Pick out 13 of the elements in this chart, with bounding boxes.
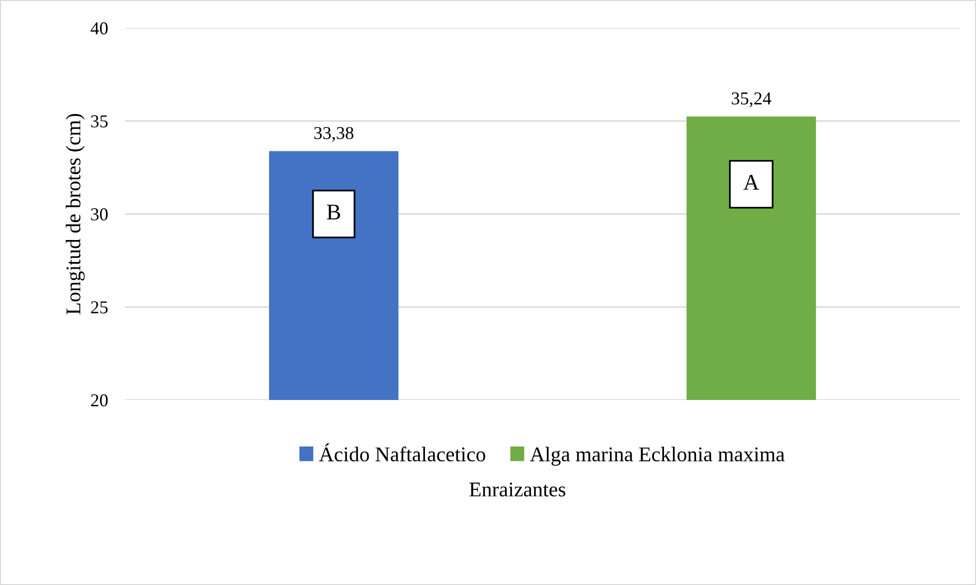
x-axis-title: Enraizantes — [469, 482, 566, 496]
y-tick-label: 30 — [91, 208, 108, 220]
data-label: 33,38 — [314, 126, 354, 142]
legend-label: Ácido Naftalacetico — [319, 443, 486, 462]
y-tick-label: 25 — [91, 301, 108, 314]
y-tick-label: 40 — [90, 22, 108, 34]
y-axis-title: Longitud de brotes (cm) — [66, 114, 85, 314]
annotation: A — [743, 174, 760, 190]
y-tick-label: 20 — [91, 394, 108, 406]
annotation: B — [326, 204, 340, 220]
legend-label: Alga marina Ecklonia maxima — [530, 446, 785, 466]
data-label: 35,24 — [732, 92, 772, 108]
y-tick-label: 35 — [91, 115, 108, 128]
